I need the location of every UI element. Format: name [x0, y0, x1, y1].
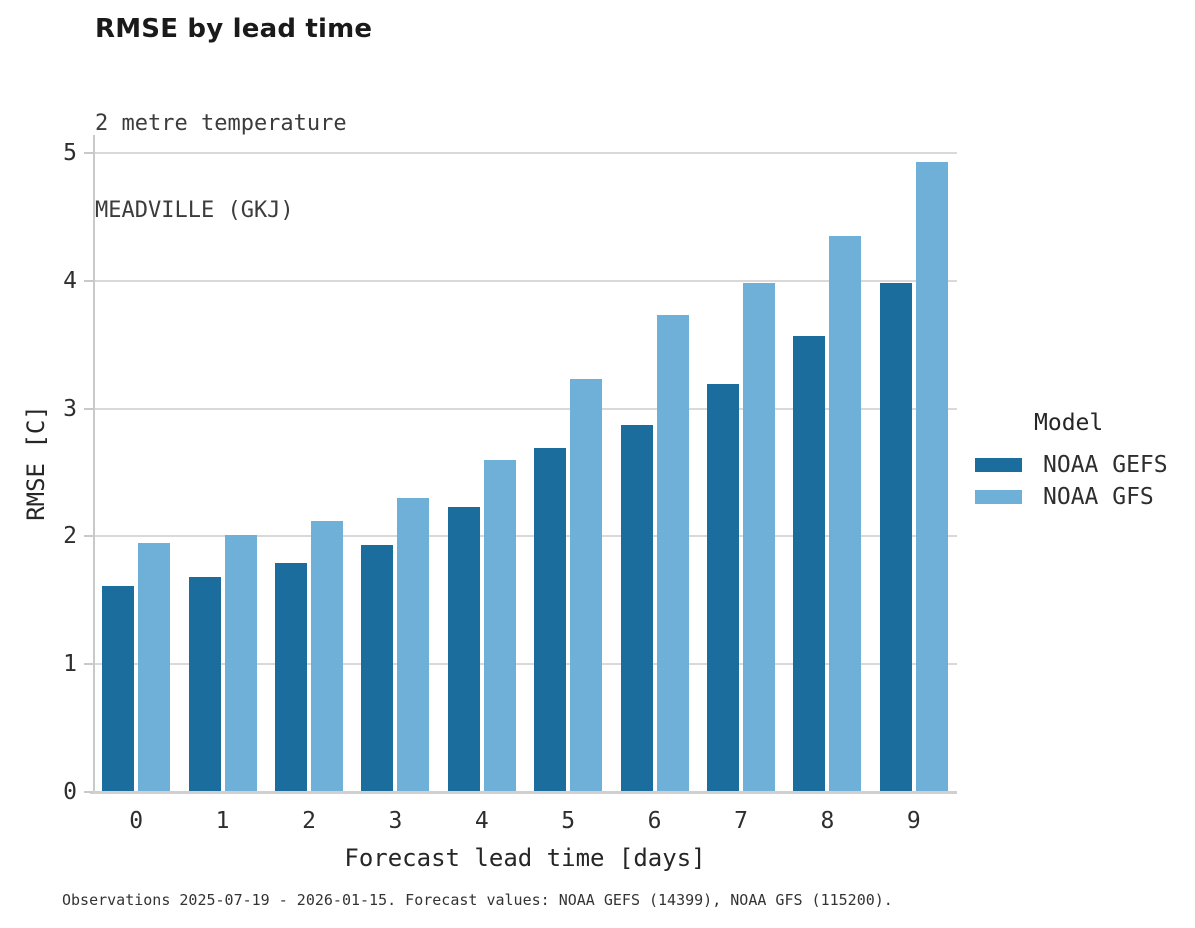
x-tick-label-8: 8: [820, 808, 835, 834]
x-tick-label-1: 1: [215, 808, 230, 834]
bar-noaa-gefs-lead-1: [188, 577, 221, 792]
bar-noaa-gfs-lead-6: [656, 315, 689, 792]
bar-noaa-gefs-lead-9: [879, 283, 912, 792]
y-tick-mark-4: [84, 279, 93, 282]
y-tick-label-1: 1: [63, 651, 77, 678]
gridline-y-3: [93, 407, 957, 410]
x-tick-label-6: 6: [647, 808, 662, 834]
y-tick-label-4: 4: [63, 267, 77, 294]
x-tick-label-9: 9: [906, 808, 921, 834]
chart-title: RMSE by lead time: [95, 14, 373, 44]
legend-swatch-noaa-gfs: [975, 490, 1022, 504]
y-tick-mark-1: [84, 663, 93, 666]
legend-item-noaa-gfs: NOAA GFS: [968, 484, 1168, 510]
legend-item-noaa-gefs: NOAA GEFS: [968, 452, 1168, 478]
legend-swatch-noaa-gefs: [975, 458, 1022, 472]
legend: Model NOAA GEFS NOAA GFS: [968, 408, 1168, 516]
x-tick-label-7: 7: [734, 808, 748, 834]
legend-items: NOAA GEFS NOAA GFS: [968, 446, 1168, 516]
y-tick-label-5: 5: [63, 139, 77, 166]
x-tick-label-0: 0: [129, 808, 144, 834]
bar-noaa-gfs-lead-9: [915, 161, 948, 792]
bar-noaa-gfs-lead-5: [570, 379, 603, 792]
gridline-y-5: [93, 151, 957, 154]
bar-noaa-gefs-lead-8: [793, 335, 826, 792]
caption: Observations 2025-07-19 - 2026-01-15. Fo…: [62, 891, 893, 909]
plot-area: 0 1 2 3 4 5 0 1 2 3 4 5 6 7 8 9: [63, 135, 957, 834]
x-tick-label-2: 2: [302, 808, 316, 834]
bar-noaa-gfs-lead-2: [311, 521, 343, 792]
x-tick-label-4: 4: [474, 808, 489, 834]
y-axis-title: RMSE [C]: [22, 405, 50, 521]
chart-subtitle: 2 metre temperature MEADVILLE (GKJ): [95, 51, 347, 283]
y-tick-mark-0: [84, 791, 93, 793]
gridline-y-4: [93, 279, 957, 282]
y-tick-mark-3: [84, 407, 93, 410]
y-tick-label-2: 2: [63, 523, 77, 550]
bar-noaa-gefs-lead-2: [275, 563, 307, 792]
bar-noaa-gfs-lead-8: [829, 235, 862, 792]
y-tick-mark-2: [84, 535, 93, 538]
bar-noaa-gfs-lead-3: [397, 498, 430, 792]
subtitle-line-station: MEADVILLE (GKJ): [95, 198, 294, 223]
bar-noaa-gfs-lead-4: [483, 459, 516, 792]
bar-noaa-gefs-lead-7: [707, 384, 739, 792]
bar-noaa-gefs-lead-3: [361, 545, 394, 792]
subtitle-line-variable: 2 metre temperature: [95, 111, 347, 136]
legend-label-noaa-gefs: NOAA GEFS: [1043, 452, 1168, 478]
bar-noaa-gefs-lead-4: [447, 506, 480, 792]
y-axis-line: [93, 135, 95, 793]
y-tick-label-0: 0: [63, 779, 77, 805]
y-tick-mark-5: [84, 151, 93, 154]
x-tick-label-3: 3: [388, 808, 403, 834]
bar-noaa-gfs-lead-7: [743, 283, 775, 792]
bar-noaa-gefs-lead-0: [102, 586, 135, 792]
y-tick-label-3: 3: [63, 395, 77, 422]
x-axis-line: [90, 791, 957, 794]
x-tick-label-5: 5: [561, 808, 576, 834]
gridline-y-2: [93, 535, 957, 538]
x-axis-title: Forecast lead time [days]: [344, 844, 706, 872]
bar-noaa-gefs-lead-5: [534, 448, 567, 792]
legend-title: Model: [1034, 410, 1104, 436]
legend-label-noaa-gfs: NOAA GFS: [1043, 484, 1154, 510]
bar-noaa-gefs-lead-6: [620, 425, 653, 792]
bar-noaa-gfs-lead-0: [138, 542, 171, 792]
bar-noaa-gfs-lead-1: [224, 535, 257, 792]
gridline-y-1: [93, 663, 957, 666]
